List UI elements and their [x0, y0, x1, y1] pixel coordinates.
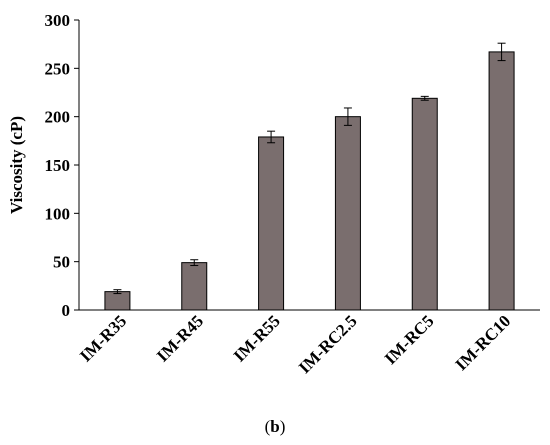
x-axis-category-labels: IM-R35 IM-R45 IM-R55 IM-RC2.5 IM-RC5 IM-RC10: [76, 311, 514, 377]
bar-im-r35: [104, 291, 131, 311]
error-bar: [497, 42, 506, 62]
bar-im-r55: [258, 136, 285, 311]
y-tick-label: 100: [45, 204, 71, 223]
x-category-label: IM-R35: [76, 311, 130, 365]
x-category-label: IM-R55: [230, 311, 284, 365]
bar-im-rc2-5: [334, 116, 361, 311]
error-bar: [420, 95, 429, 101]
bar-im-rc10: [488, 51, 515, 311]
bar-im-rc5: [411, 97, 438, 311]
bars: [104, 51, 515, 311]
y-axis-ticks: 0 50 100 150 200 250 300: [45, 11, 79, 320]
y-tick-label: 0: [62, 301, 71, 320]
x-category-label: IM-RC5: [381, 311, 438, 368]
error-bar: [267, 130, 276, 144]
y-tick-label: 50: [53, 253, 70, 272]
x-category-label: IM-RC2.5: [295, 311, 361, 377]
y-tick-label: 150: [45, 156, 71, 175]
error-bar: [190, 259, 199, 267]
caption-open-paren: (: [265, 417, 271, 436]
figure-caption: (b): [265, 417, 286, 436]
y-tick-label: 200: [45, 108, 71, 127]
caption-letter: b: [270, 417, 279, 436]
bar-im-r45: [181, 262, 208, 311]
y-axis-title: Viscosity (cP): [7, 116, 26, 214]
error-bar: [343, 107, 352, 126]
x-category-label: IM-RC10: [452, 311, 515, 374]
caption-close-paren: ): [280, 417, 286, 436]
x-category-label: IM-R45: [153, 311, 207, 365]
y-tick-label: 250: [45, 59, 71, 78]
error-bar: [113, 289, 122, 295]
y-tick-label: 300: [45, 11, 71, 30]
error-bars: [113, 42, 506, 295]
